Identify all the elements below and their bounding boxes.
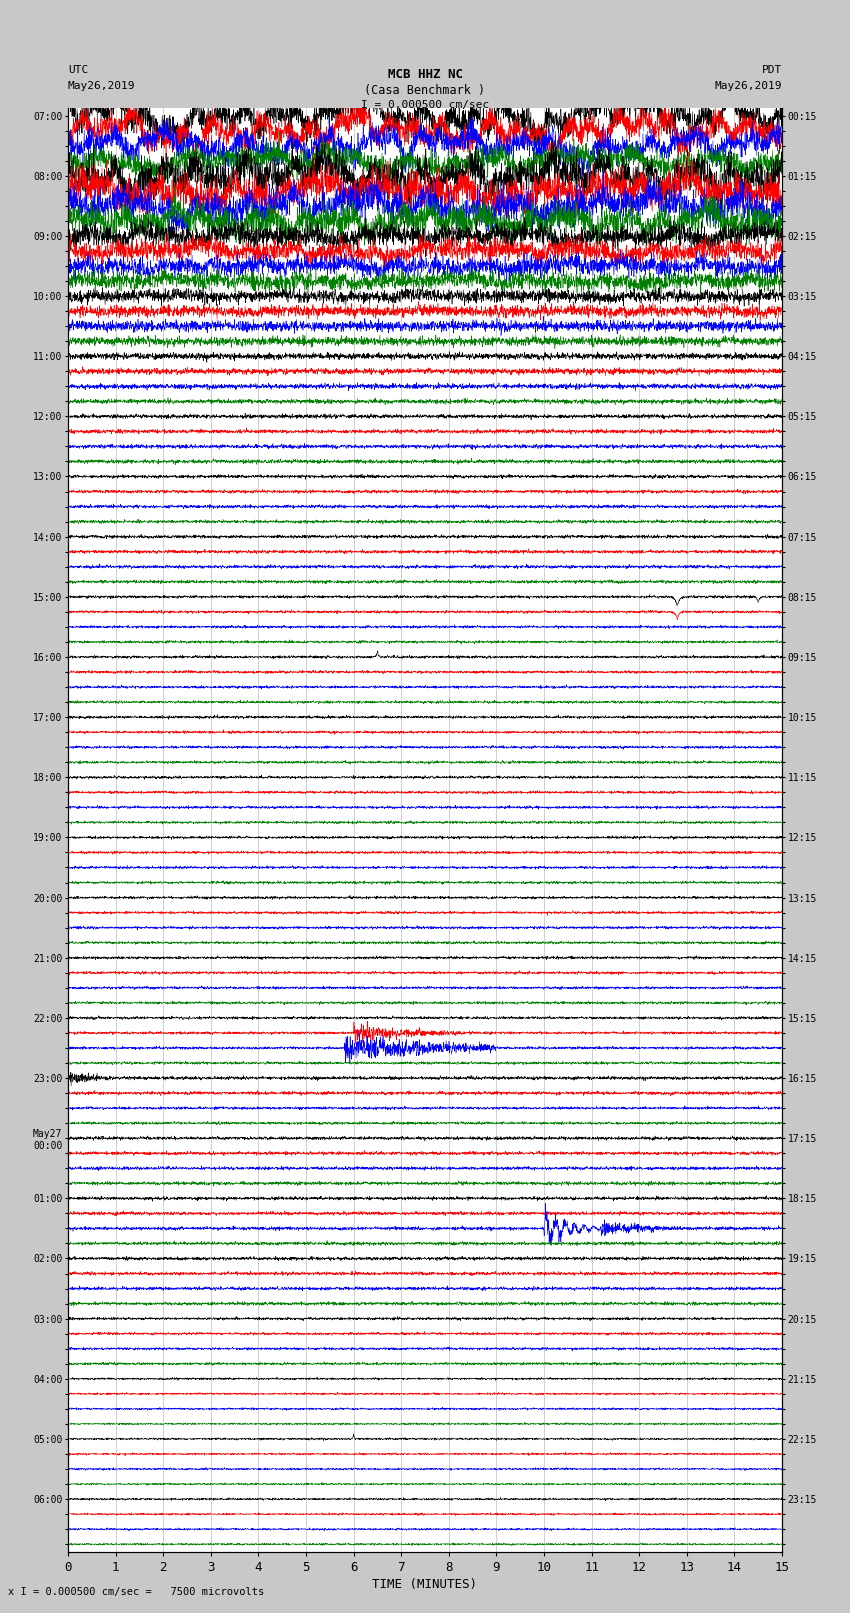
Text: PDT: PDT [762,65,782,74]
Text: x I = 0.000500 cm/sec =   7500 microvolts: x I = 0.000500 cm/sec = 7500 microvolts [8,1587,264,1597]
Text: (Casa Benchmark ): (Casa Benchmark ) [365,84,485,97]
Text: MCB HHZ NC: MCB HHZ NC [388,68,462,81]
Text: UTC: UTC [68,65,88,74]
Text: May26,2019: May26,2019 [715,81,782,90]
Text: I = 0.000500 cm/sec: I = 0.000500 cm/sec [361,100,489,110]
X-axis label: TIME (MINUTES): TIME (MINUTES) [372,1578,478,1590]
Text: May26,2019: May26,2019 [68,81,135,90]
